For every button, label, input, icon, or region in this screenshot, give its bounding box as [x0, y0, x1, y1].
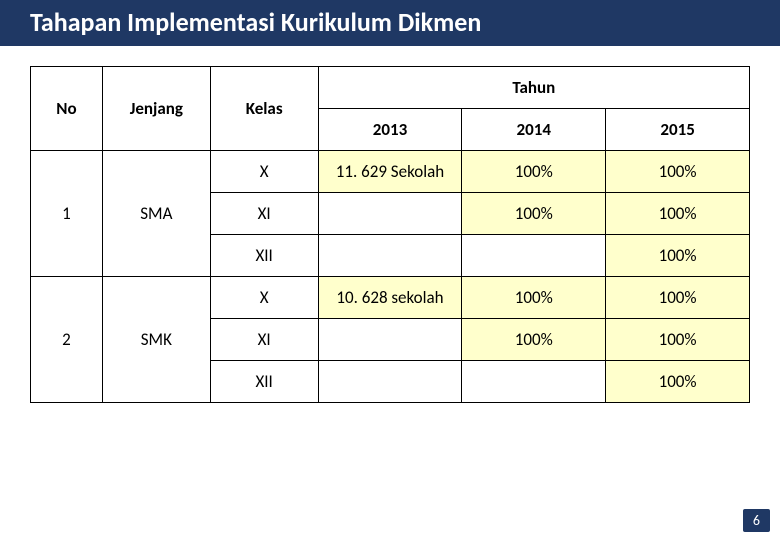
implementation-table: No Jenjang Kelas Tahun 2013 2014 2015 1 … [30, 66, 750, 403]
cell-2013: 10. 628 sekolah [318, 277, 462, 319]
cell-kelas: XII [210, 235, 318, 277]
cell-kelas: XI [210, 193, 318, 235]
cell-2014 [462, 235, 606, 277]
cell-2013 [318, 319, 462, 361]
cell-no: 2 [31, 277, 103, 403]
cell-2015: 100% [606, 361, 750, 403]
cell-jenjang: SMA [102, 151, 210, 277]
table-row: 1 SMA X 11. 629 Sekolah 100% 100% [31, 151, 750, 193]
cell-2015: 100% [606, 235, 750, 277]
col-kelas: Kelas [210, 67, 318, 151]
cell-2015: 100% [606, 193, 750, 235]
cell-2015: 100% [606, 319, 750, 361]
table-row: 2 SMK X 10. 628 sekolah 100% 100% [31, 277, 750, 319]
cell-2015: 100% [606, 151, 750, 193]
cell-2014: 100% [462, 319, 606, 361]
col-2013: 2013 [318, 109, 462, 151]
cell-2013 [318, 235, 462, 277]
cell-2014 [462, 361, 606, 403]
slide-title: Tahapan Implementasi Kurikulum Dikmen [0, 0, 780, 46]
cell-jenjang: SMK [102, 277, 210, 403]
cell-2014: 100% [462, 277, 606, 319]
col-tahun: Tahun [318, 67, 749, 109]
cell-2014: 100% [462, 151, 606, 193]
col-2014: 2014 [462, 109, 606, 151]
col-no: No [31, 67, 103, 151]
cell-2013: 11. 629 Sekolah [318, 151, 462, 193]
cell-no: 1 [31, 151, 103, 277]
page-number-badge: 6 [743, 509, 770, 532]
cell-2015: 100% [606, 277, 750, 319]
implementation-table-wrap: No Jenjang Kelas Tahun 2013 2014 2015 1 … [30, 66, 750, 403]
cell-kelas: XII [210, 361, 318, 403]
cell-kelas: XI [210, 319, 318, 361]
col-2015: 2015 [606, 109, 750, 151]
cell-2013 [318, 193, 462, 235]
cell-2013 [318, 361, 462, 403]
cell-kelas: X [210, 151, 318, 193]
cell-2014: 100% [462, 193, 606, 235]
cell-kelas: X [210, 277, 318, 319]
col-jenjang: Jenjang [102, 67, 210, 151]
table-header-row-1: No Jenjang Kelas Tahun [31, 67, 750, 109]
